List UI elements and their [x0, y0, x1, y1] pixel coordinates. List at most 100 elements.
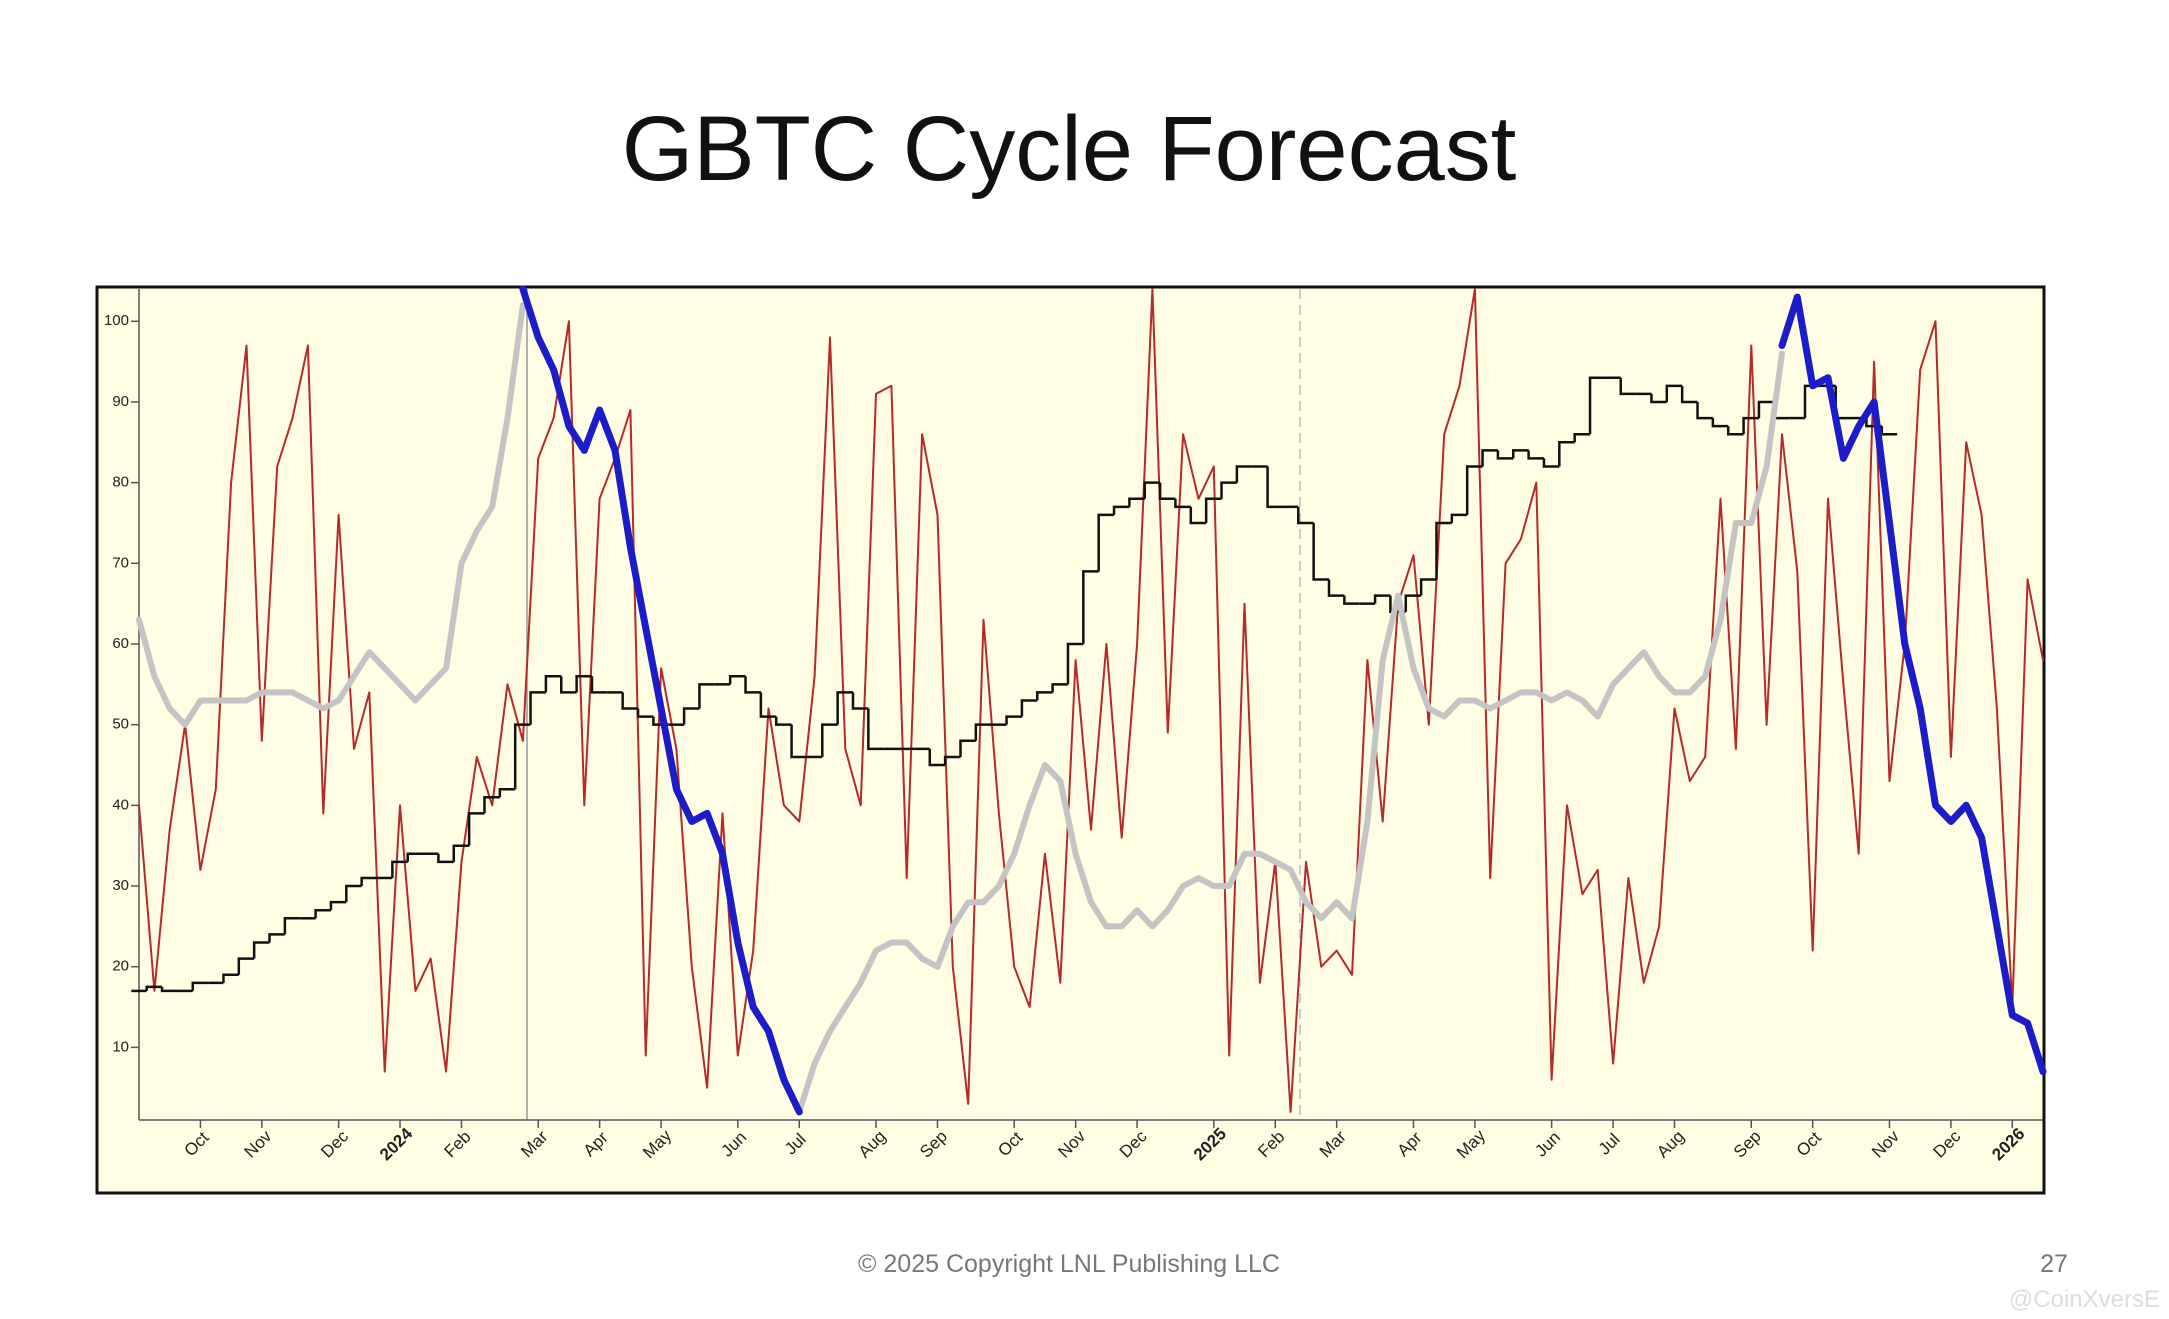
price-bar: [1297, 506, 1314, 525]
price-bar: [851, 692, 869, 710]
y-tick-label: 70: [112, 554, 129, 571]
price-bar: [252, 941, 270, 959]
watermark: @CoinXversE: [2009, 1286, 2160, 1313]
price-bar: [1128, 497, 1145, 507]
price-bar: [283, 917, 301, 935]
price-bar: [821, 723, 838, 757]
y-tick-label: 90: [112, 393, 129, 410]
price-bar: [943, 755, 961, 766]
price-bar: [1481, 449, 1498, 467]
price-bar: [1558, 441, 1575, 467]
price-bar: [1512, 449, 1529, 459]
price-bar: [1880, 426, 1898, 436]
price-bar: [360, 876, 377, 887]
price-bar: [1450, 513, 1468, 523]
series-line: [519, 285, 2047, 1116]
chart-frame: [95, 285, 2046, 1195]
y-tick-label: 100: [104, 312, 129, 329]
price-bar: [160, 986, 178, 993]
price-bar: [391, 860, 408, 878]
price-bar: [1742, 416, 1759, 435]
price-bar: [1465, 465, 1483, 515]
price-bar: [1588, 376, 1606, 435]
price-bar: [1235, 465, 1253, 483]
price-bar: [867, 708, 884, 751]
y-tick-label: 80: [112, 474, 129, 491]
price-bar: [437, 853, 454, 864]
y-tick-label: 20: [112, 958, 129, 975]
price-bar: [1373, 594, 1391, 604]
price-bar: [1266, 466, 1283, 509]
price-bar: [698, 683, 715, 709]
price-bar: [1527, 450, 1544, 460]
y-tick-label: 60: [112, 635, 129, 652]
price-bar: [1143, 481, 1161, 499]
price-bar: [1051, 683, 1068, 693]
price-bar: [483, 796, 500, 814]
price-bar: [1419, 578, 1437, 596]
price-bar: [1174, 498, 1191, 509]
price-bar: [1665, 384, 1683, 402]
price-bar: [1082, 570, 1099, 644]
price-bar: [836, 691, 853, 725]
page-number: 27: [2040, 1250, 2068, 1278]
price-bar: [790, 724, 807, 759]
price-bar: [329, 900, 347, 911]
price-bar: [1650, 393, 1667, 404]
price-bar: [1680, 385, 1698, 404]
price-bar: [1435, 521, 1452, 580]
price-bar: [1711, 418, 1729, 428]
price-bar: [1158, 482, 1176, 501]
y-tick-label: 30: [112, 877, 129, 894]
price-bar: [529, 691, 546, 725]
price-bar: [1696, 401, 1713, 420]
price-bar: [621, 692, 639, 710]
price-bar: [513, 723, 531, 790]
price-bar: [1112, 505, 1130, 515]
price-bar: [1619, 377, 1637, 396]
y-tick-label: 50: [112, 716, 129, 733]
price-bar: [1189, 506, 1207, 525]
price-bar: [1020, 699, 1038, 717]
price-bar: [560, 676, 577, 694]
price-bar: [314, 908, 331, 919]
price-bar: [345, 884, 362, 903]
price-bar: [1404, 594, 1422, 612]
price-bar: [590, 676, 608, 694]
price-bar: [1220, 481, 1237, 499]
y-tick-label: 10: [112, 1038, 129, 1055]
price-bar: [467, 812, 485, 846]
price-bar: [575, 675, 592, 693]
slide-title: GBTC Cycle Forecast: [622, 98, 1517, 200]
price-bar: [145, 985, 163, 991]
price-bar: [744, 676, 761, 694]
price-bar: [1573, 432, 1591, 443]
footer: © 2025 Copyright LNL Publishing LLC: [858, 1250, 1280, 1278]
price-bar: [406, 852, 424, 862]
price-bar: [682, 707, 700, 725]
price-bar: [1327, 579, 1345, 597]
price-bar: [636, 708, 654, 718]
price-bar: [452, 844, 470, 862]
price-bar: [191, 981, 209, 991]
price-bar: [959, 739, 976, 757]
price-bar: [928, 748, 946, 767]
price-bar: [1757, 400, 1775, 419]
price-bar: [728, 675, 746, 685]
price-bar: [1496, 450, 1514, 460]
y-tick-label: 40: [112, 796, 129, 813]
price-bar: [237, 957, 255, 975]
price-bar: [1343, 595, 1360, 605]
price-bar: [1066, 642, 1084, 685]
series-line: [136, 302, 1785, 1115]
price-bar: [1726, 426, 1744, 436]
price-bar: [1036, 691, 1053, 701]
price-bar: [1312, 522, 1329, 581]
price-bar: [268, 933, 285, 943]
price-bar: [759, 692, 777, 718]
price-bar: [498, 787, 516, 798]
price-bar: [1005, 715, 1022, 725]
price-bar: [974, 723, 992, 741]
price-bar: [774, 716, 792, 726]
